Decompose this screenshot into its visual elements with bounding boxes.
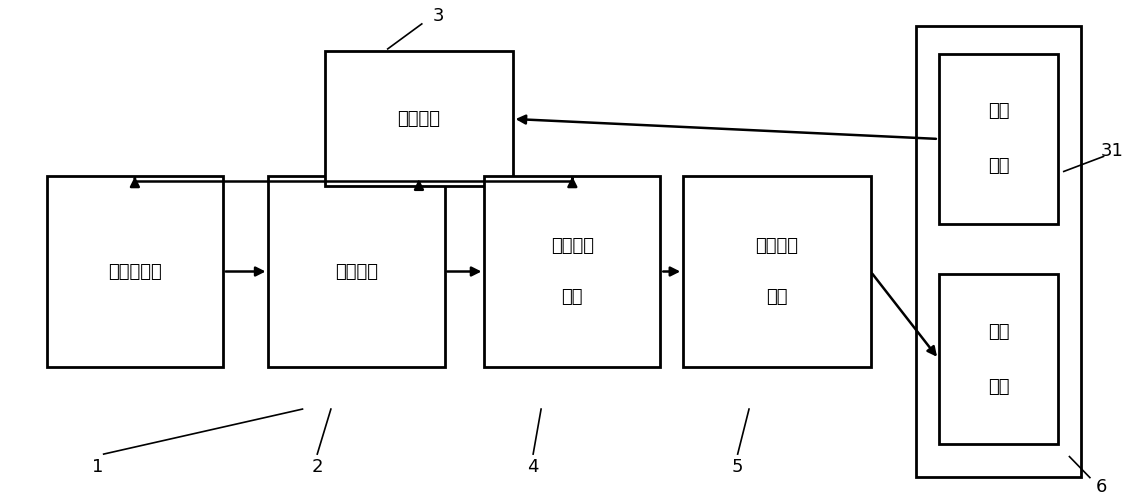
Text: 模块: 模块 (767, 288, 787, 305)
Text: 1: 1 (92, 458, 104, 476)
Text: 4: 4 (527, 458, 539, 476)
Text: 3: 3 (433, 8, 444, 25)
Bar (939, 274, 1058, 444)
Text: 31: 31 (1101, 142, 1124, 160)
Text: 接口: 接口 (988, 157, 1009, 176)
Text: 主控制器: 主控制器 (335, 263, 378, 281)
Text: 5: 5 (732, 458, 744, 476)
Text: 电源模块: 电源模块 (398, 110, 441, 128)
Bar (269, 177, 444, 367)
Text: 摄像头模块: 摄像头模块 (108, 263, 162, 281)
Text: 接口转换: 接口转换 (551, 237, 593, 256)
Bar (326, 51, 513, 187)
Bar (939, 54, 1058, 224)
Bar (47, 177, 223, 367)
Text: 模块: 模块 (562, 288, 583, 305)
Text: 6: 6 (1096, 478, 1107, 495)
Bar (484, 177, 661, 367)
Text: 2: 2 (311, 458, 323, 476)
Bar (683, 177, 870, 367)
Text: 接口: 接口 (988, 378, 1009, 395)
Text: 电源: 电源 (988, 103, 1009, 120)
Text: 接口配置: 接口配置 (755, 237, 798, 256)
Text: 输出: 输出 (988, 322, 1009, 341)
Bar (916, 26, 1081, 477)
